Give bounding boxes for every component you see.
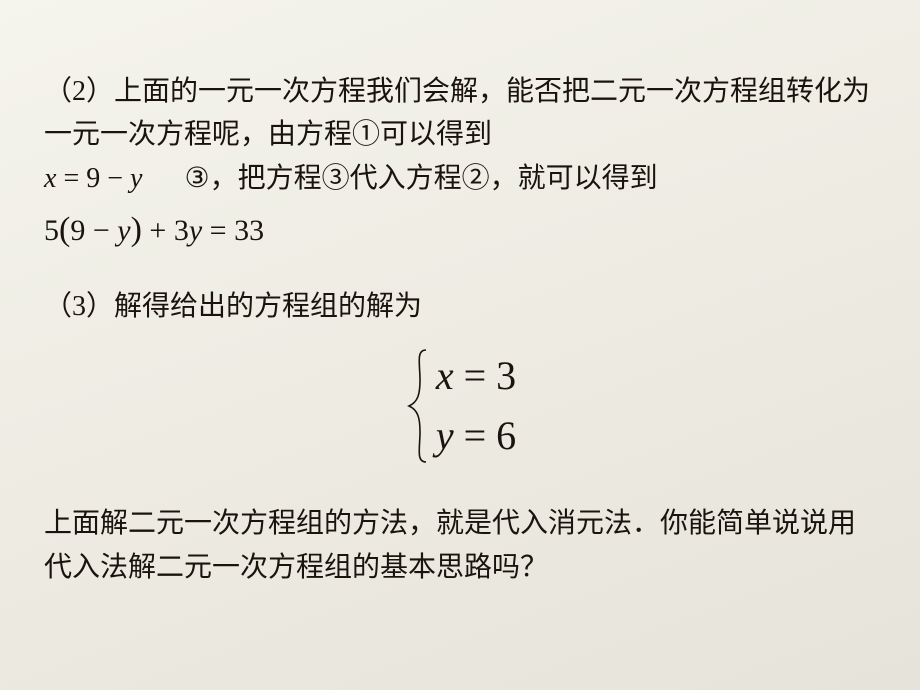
footer-line-1: 上面解二元一次方程组的方法，就是代入消元法．你能简单说说用代入法解二元一次方程组… <box>44 508 856 582</box>
eq2-var2: y <box>189 214 202 247</box>
sol-y-val: = 6 <box>454 413 517 458</box>
eq2-inner-const: 9 − <box>70 214 117 247</box>
solution-system: x = 3 y = 6 <box>44 346 876 466</box>
section-2: （2）上面的一元一次方程我们会解，能否把二元一次方程组转化为一元一次方程呢，由方… <box>44 70 876 257</box>
section-2-text-a: 上面的一元一次方程我们会解，能否把二元一次方程组转化为一元一次方程呢，由方程①可… <box>44 76 870 150</box>
section-3-label: （3） <box>44 291 114 322</box>
spacer <box>149 163 177 194</box>
sol-x-var: x <box>436 353 454 398</box>
solution-x: x = 3 <box>436 350 516 402</box>
eq2-inner-var: y <box>117 214 130 247</box>
sol-y-var: y <box>436 413 454 458</box>
eq2-rparen: ) <box>131 211 142 248</box>
solution-lines: x = 3 y = 6 <box>430 346 516 466</box>
sol-x-val: = 3 <box>454 353 517 398</box>
eq1-rhs-const: 9 − <box>86 163 130 194</box>
left-brace-icon <box>404 346 430 466</box>
equation-2: 5(9 − y) + 3y = 33 <box>44 204 876 257</box>
section-2-label: （2） <box>44 76 114 107</box>
section-3-text: 解得给出的方程组的解为 <box>114 291 422 322</box>
eq1-eq-sign: = <box>56 163 86 194</box>
eq2-plus: + 3 <box>142 214 189 247</box>
solution-y: y = 6 <box>436 410 516 462</box>
eq1-lhs-var: x <box>44 163 56 194</box>
eq2-rhs: = 33 <box>202 214 264 247</box>
eq2-lparen: ( <box>59 211 70 248</box>
section-3: （3）解得给出的方程组的解为 <box>44 285 876 328</box>
brace-box: x = 3 y = 6 <box>404 346 516 466</box>
eq1-rhs-var: y <box>130 163 142 194</box>
eq2-coef1: 5 <box>44 214 59 247</box>
section-2-text-b: ，把方程③代入方程②，就可以得到 <box>210 163 658 194</box>
circled-3: ③ <box>184 163 209 194</box>
footer-text: 上面解二元一次方程组的方法，就是代入消元法．你能简单说说用代入法解二元一次方程组… <box>44 502 876 589</box>
